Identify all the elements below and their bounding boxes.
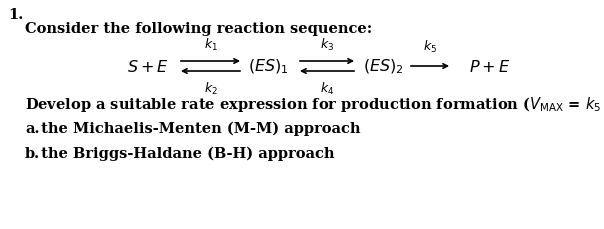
Text: Consider the following reaction sequence:: Consider the following reaction sequence… xyxy=(25,22,372,36)
Text: $S + E$: $S + E$ xyxy=(127,58,169,75)
Text: Develop a suitable rate expression for production formation ($V_{\mathrm{MAX}}$ : Develop a suitable rate expression for p… xyxy=(25,95,604,114)
Text: the Briggs-Haldane (B-H) approach: the Briggs-Haldane (B-H) approach xyxy=(36,146,335,161)
Text: $k_5$: $k_5$ xyxy=(423,39,437,55)
Text: $(ES)_2$: $(ES)_2$ xyxy=(362,57,403,76)
Text: the Michaelis-Menten (M-M) approach: the Michaelis-Menten (M-M) approach xyxy=(36,121,361,136)
Text: $k_3$: $k_3$ xyxy=(320,37,334,53)
Text: $k_4$: $k_4$ xyxy=(320,81,334,97)
Text: $k_2$: $k_2$ xyxy=(204,81,217,97)
Text: b.: b. xyxy=(25,146,40,160)
Text: $k_1$: $k_1$ xyxy=(204,37,217,53)
Text: $P + E$: $P + E$ xyxy=(469,58,511,75)
Text: 1.: 1. xyxy=(8,8,23,22)
Text: $(ES)_1$: $(ES)_1$ xyxy=(248,57,289,76)
Text: a.: a. xyxy=(25,121,39,135)
